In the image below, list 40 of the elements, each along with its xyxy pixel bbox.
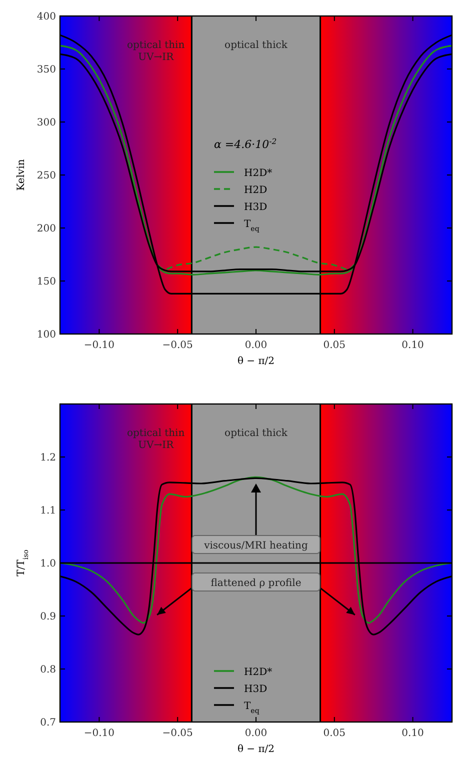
y-tick-label: 1.1 (40, 506, 56, 516)
band-label: optical thick (224, 428, 288, 439)
y-tick-label: 350 (36, 64, 56, 76)
x-tick-label: −0.10 (84, 340, 115, 351)
legend-label: H2D* (244, 168, 272, 179)
y-tick-label: 1.2 (40, 452, 56, 464)
x-tick-label: −0.05 (162, 340, 193, 351)
legend-label: H3D (244, 202, 268, 213)
band-label: optical thick (224, 40, 288, 51)
x-tick-label: 0.10 (402, 728, 424, 739)
band-label: optical thin UV→IR (127, 428, 186, 451)
y-tick-label: 200 (36, 224, 56, 234)
x-tick-label: 0.05 (323, 728, 346, 739)
y-tick-label: 0.9 (40, 612, 56, 622)
y-tick-label: 0.7 (40, 718, 56, 728)
x-tick-label: 0.05 (323, 340, 346, 351)
x-tick-label: 0.00 (244, 728, 268, 739)
legend-label: T$_{eq}$ (244, 701, 260, 715)
x-tick-label: −0.10 (84, 728, 115, 739)
x-tick-label: −0.05 (162, 728, 193, 739)
x-tick-label: 0.00 (244, 340, 268, 351)
annotation: viscous/MRI heating (203, 540, 309, 552)
legend-label: T$_{eq}$ (244, 219, 260, 233)
y-tick-label: 300 (36, 118, 56, 128)
y-tick-label: 100 (36, 330, 56, 340)
y-axis-title: Kelvin (16, 158, 27, 191)
x-axis-title: θ − π/2 (237, 744, 275, 755)
annotation: flattened ρ profile (210, 578, 302, 590)
x-tick-label: 0.10 (402, 340, 424, 351)
x-axis-title: θ − π/2 (237, 356, 275, 367)
legend-label: H3D (244, 684, 268, 695)
legend-title: α =4.6·10$^{-2}$ (214, 136, 277, 151)
y-tick-label: 400 (36, 12, 56, 22)
legend-label: H2D* (244, 667, 272, 678)
legend-label: H2D (244, 185, 268, 196)
y-tick-label: 0.8 (40, 664, 56, 676)
y-tick-label: 250 (36, 170, 56, 182)
y-tick-label: 150 (36, 276, 56, 288)
y-tick-label: 1.0 (40, 558, 56, 570)
band-label: optical thin UV→IR (127, 40, 186, 63)
